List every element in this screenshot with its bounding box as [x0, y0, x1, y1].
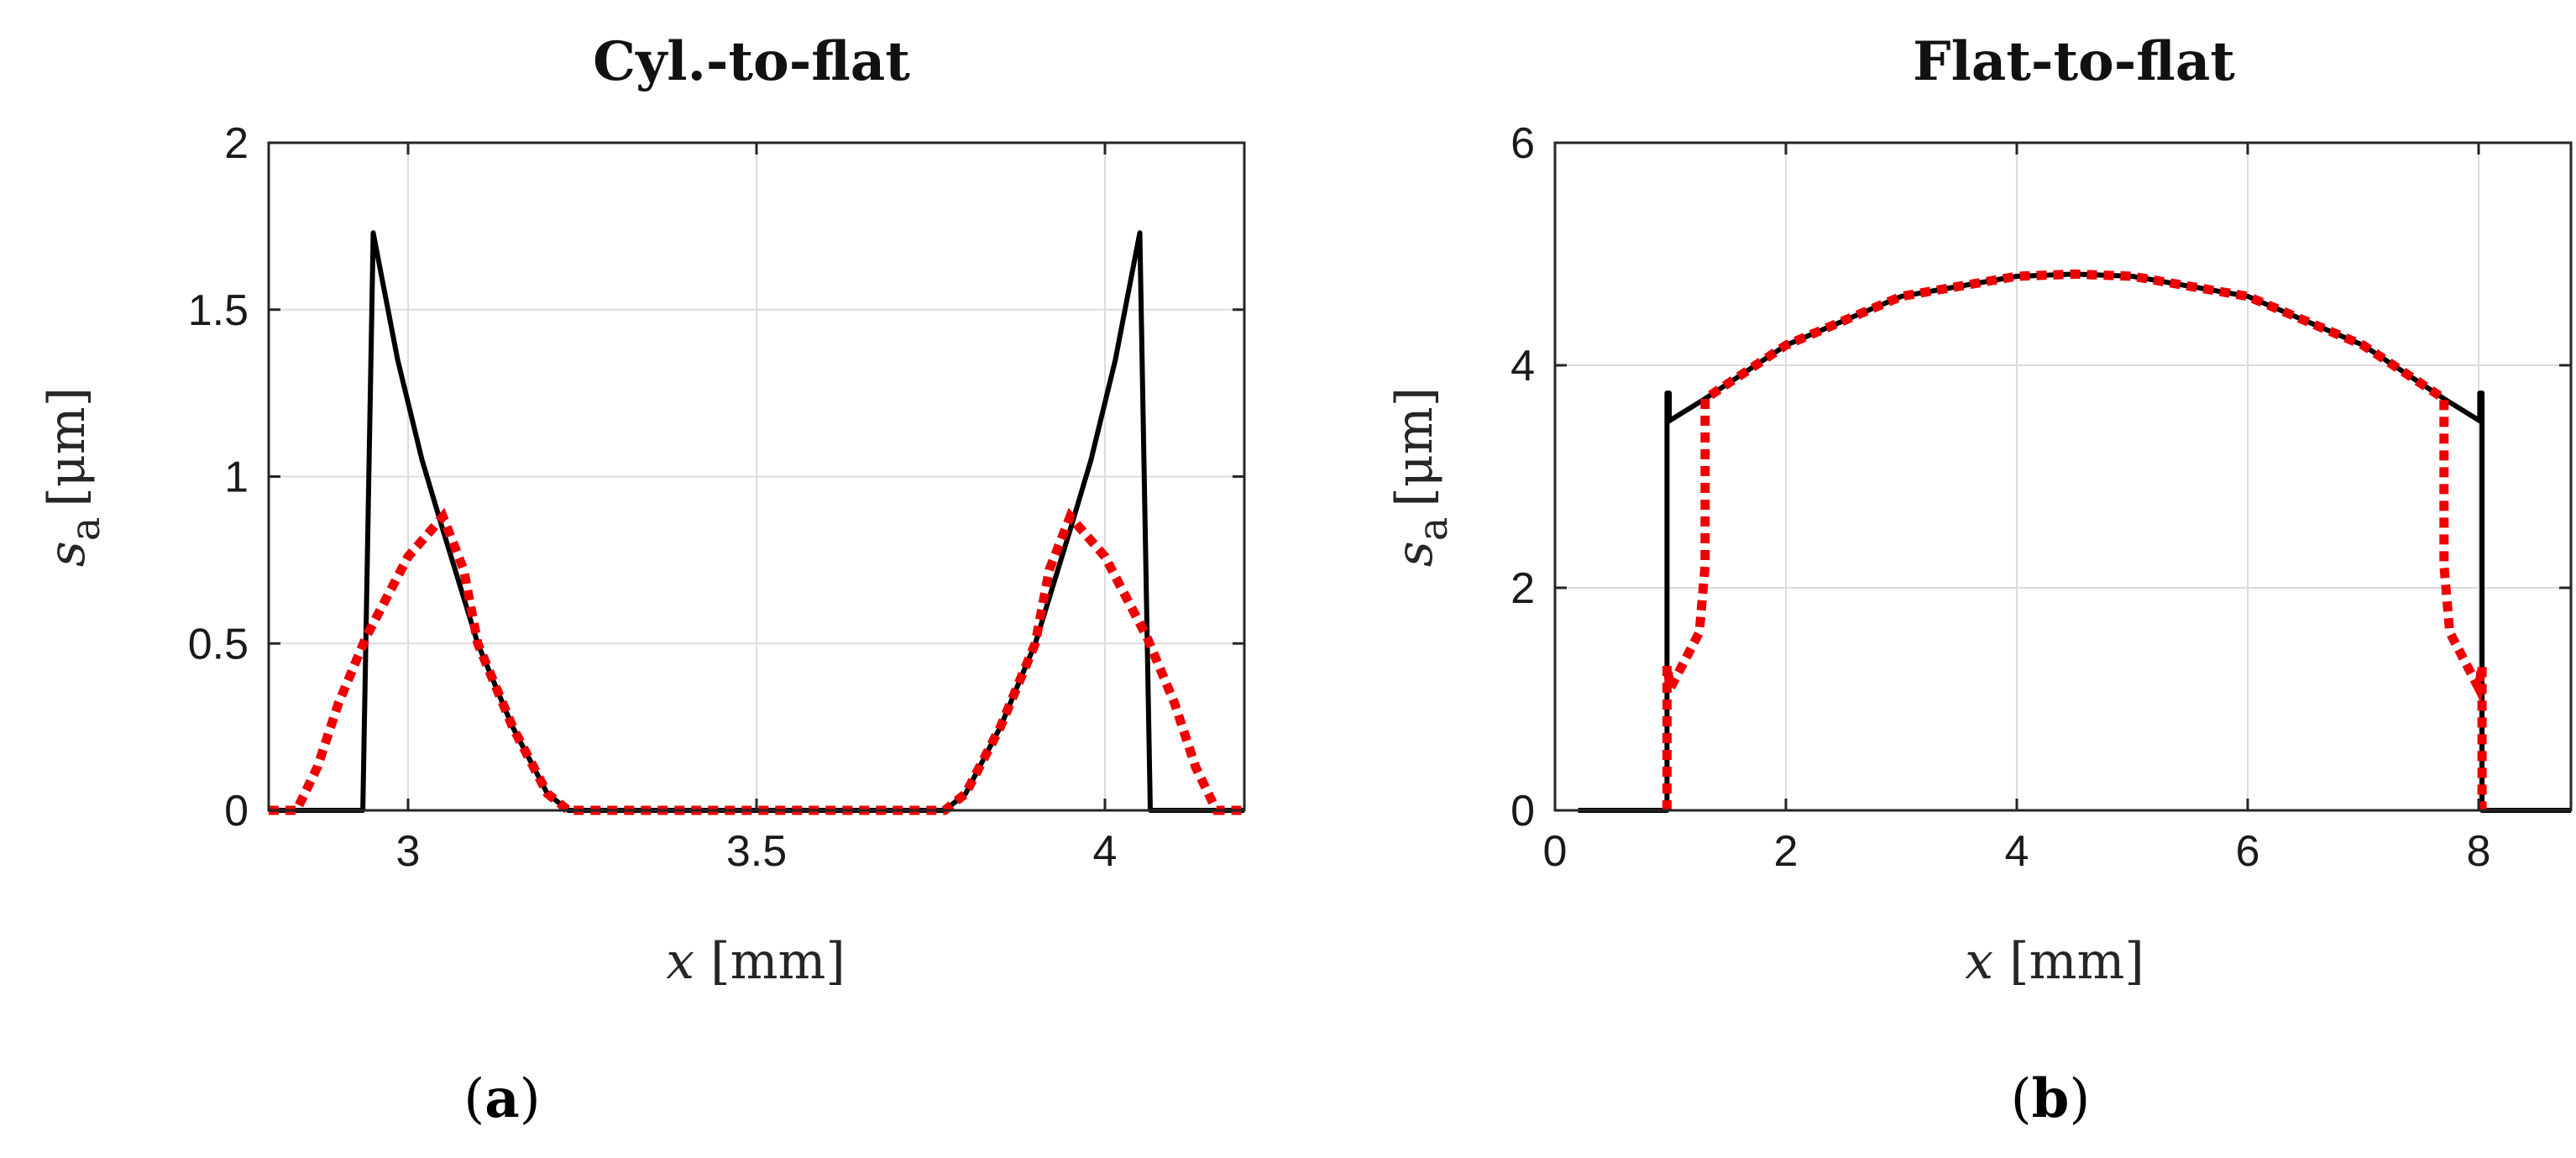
panel-b-grid [1554, 142, 2571, 811]
panel-a-title: Cyl.-to-flat [593, 30, 910, 93]
panel-a-chart: Cyl.-to-flat 3 3.5 400.511.52 x [mm] sa[μm… [38, 30, 1246, 1130]
panel-b-title: Flat-to-flat [1913, 30, 2235, 93]
panel-b-caption-open: ( [2011, 1068, 2032, 1130]
panel-b-y-symbol: s [1385, 541, 1444, 567]
panel-a-grid [269, 142, 1244, 811]
panel-b-series-dotted-red-line [1662, 269, 2487, 810]
panel-b-y-tick-label-3: 6 [1511, 119, 1535, 168]
panel-b-series-solid-black-line [1578, 271, 2571, 813]
panel-b-caption-close: ) [2069, 1068, 2090, 1130]
panel-b-x-tick-label-4: 8 [2467, 827, 2491, 876]
panel-a-y-tick-label-2: 1 [224, 453, 249, 502]
panel-a-y-subscript: a [62, 517, 109, 542]
panel-b-y-unit: [μm] [1385, 387, 1444, 507]
panel-a-caption: (a) [463, 1067, 540, 1130]
panel-b-x-axis-label: x [mm] [1965, 932, 2144, 991]
panel-a-series-dotted-red-line [269, 507, 1244, 815]
panel-a-caption-open: ( [463, 1068, 484, 1130]
panel-a-y-tick-label-3: 1.5 [188, 286, 249, 335]
panel-a-caption-letter: a [484, 1067, 519, 1130]
panel-a-x-axis-label: x [mm] [666, 932, 846, 991]
panel-b-y-subscript: a [1410, 517, 1457, 542]
panel-b-x-tick-label-2: 4 [2005, 827, 2029, 876]
panel-b-ticks: 0 2 4 6 8 0 2 4 6 [1511, 119, 2571, 876]
panel-b-y-tick-label-0: 0 [1511, 787, 1535, 836]
panel-a-x-unit: [mm] [710, 932, 846, 991]
panel-a-y-tick-label-4: 2 [224, 119, 249, 168]
panel-b-y-tick-label-2: 4 [1511, 342, 1535, 390]
panel-b-caption-letter: b [2032, 1067, 2070, 1130]
panel-a-x-symbol: x [666, 932, 694, 991]
panel-a-x-tick-label-2: 4 [1093, 827, 1118, 876]
panel-a-y-unit: [μm] [38, 387, 97, 507]
panel-b-x-tick-label-0: 0 [1543, 827, 1568, 876]
panel-a-y-tick-label-1: 0.5 [188, 620, 249, 668]
panel-b-y-tick-label-1: 2 [1511, 564, 1535, 613]
panel-a-y-axis-label: sa [μm] [38, 387, 109, 567]
panel-b-y-axis-label: sa [μm] [1385, 387, 1457, 567]
panel-a-ticks: 3 3.5 4 0 0.5 1 1.5 2 [188, 119, 1244, 876]
panel-b-axes-box [1553, 141, 2573, 812]
panel-a-y-symbol: s [38, 541, 97, 567]
panel-a-caption-close: ) [520, 1068, 541, 1130]
panel-b-x-tick-label-1: 2 [1774, 827, 1798, 876]
panel-b-chart: Flat-to-flat 0 2 4 6 8 0 2 4 6 x [mm] sa [μm] (b) [1385, 30, 2573, 1130]
panel-b-x-symbol: x [1965, 932, 1993, 991]
panel-a-y-tick-label-0: 0 [224, 787, 249, 836]
panel-b-x-tick-label-3: 6 [2236, 827, 2260, 876]
panel-a-x-tick-label-1: 3.5 [726, 827, 787, 876]
panel-b-x-unit: [mm] [2009, 932, 2144, 991]
panel-a-x-tick-label-0: 3 [396, 827, 421, 876]
panel-b-caption: (b) [2011, 1067, 2091, 1130]
panel-b-series [1578, 269, 2571, 813]
